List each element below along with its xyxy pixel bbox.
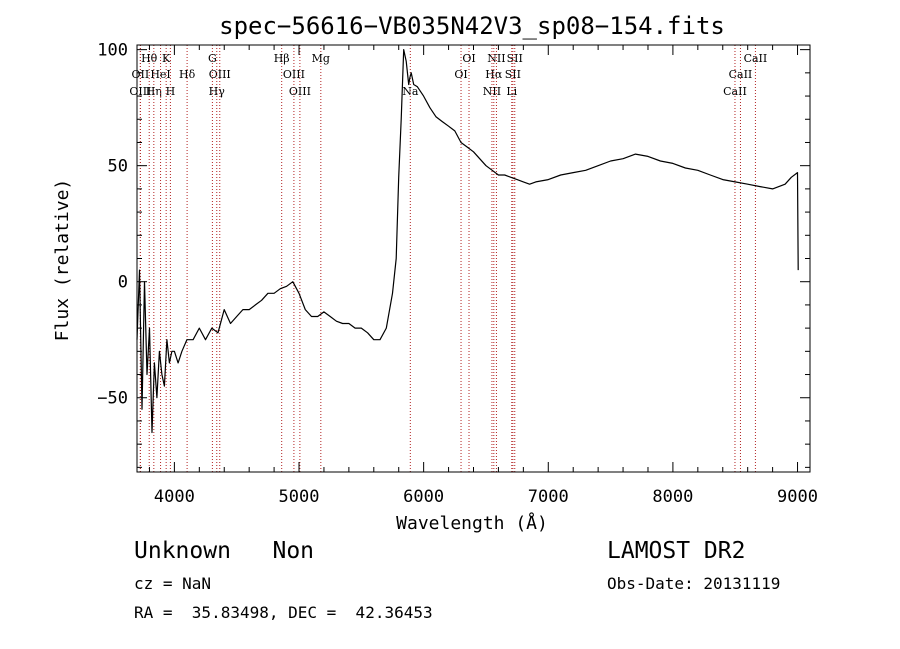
line-marker-label: Hβ — [274, 52, 290, 65]
plot-frame — [136, 44, 811, 473]
line-marker-label: Na — [402, 85, 419, 98]
line-marker-label: NII — [483, 85, 501, 98]
chart-title: spec−56616−VB035N42V3_sp08−154.fits — [219, 12, 725, 40]
x-tick-label: 6000 — [403, 487, 444, 507]
y-tick-label: 0 — [118, 273, 128, 293]
line-marker-label: OI — [462, 52, 475, 65]
y-tick-label: −50 — [97, 389, 128, 409]
classification-label: Unknown Non — [134, 538, 315, 564]
line-marker-label: SII — [507, 52, 523, 65]
line-marker-label: OIII — [283, 68, 305, 81]
y-axis: −50 0 50 100 — [97, 41, 810, 468]
line-marker-label: Hγ — [209, 85, 226, 98]
y-tick-label: 100 — [97, 41, 128, 61]
line-marker-label: G — [208, 52, 217, 65]
line-marker-label: CaII — [723, 85, 747, 98]
x-tick-label: 7000 — [528, 487, 569, 507]
line-marker-label: CaII — [744, 52, 768, 65]
x-tick-label: 9000 — [777, 487, 818, 507]
x-axis-label: Wavelength (Å) — [396, 512, 548, 534]
line-marker-label: K — [162, 52, 171, 65]
line-marker-label: Mg — [312, 52, 330, 65]
spectrum-line — [136, 49, 799, 434]
line-marker-label: Li — [506, 85, 517, 98]
x-tick-label: 5000 — [279, 487, 320, 507]
line-marker-label: OI — [454, 68, 467, 81]
line-marker-label: Hη — [146, 85, 162, 98]
coords-label: RA = 35.83498, DEC = 42.36453 — [134, 603, 433, 622]
y-axis-label: Flux (relative) — [52, 179, 73, 342]
x-tick-label: 8000 — [652, 487, 693, 507]
spectrum-series — [136, 49, 799, 434]
y-tick-label: 50 — [108, 157, 128, 177]
line-marker-label: OIII — [209, 68, 231, 81]
line-marker-label: OIII — [129, 85, 151, 98]
cz-label: cz = NaN — [134, 574, 212, 593]
line-marker-label: Hθ — [141, 52, 158, 65]
survey-label: LAMOST DR2 — [607, 538, 746, 564]
line-marker-label: H — [166, 85, 176, 98]
line-marker-label: Hα — [485, 68, 503, 81]
obs-date-label: Obs-Date: 20131119 — [607, 574, 781, 593]
x-tick-label: 4000 — [154, 487, 195, 507]
line-marker-label: SII — [505, 68, 521, 81]
line-marker-label: CaII — [729, 68, 753, 81]
line-marker-label: OIII — [289, 85, 311, 98]
line-marker-label: Hδ — [179, 68, 196, 81]
x-axis: 4000 5000 6000 7000 8000 9000 — [148, 45, 818, 507]
line-marker-layer: HθOIIOIIIHηHeIKHHδGOIIIHγHβOIIIOIIIMgNaO… — [129, 45, 767, 472]
line-marker-label: OII — [132, 68, 150, 81]
line-marker-label: HeI — [150, 68, 170, 81]
line-marker-label: NII — [487, 52, 505, 65]
